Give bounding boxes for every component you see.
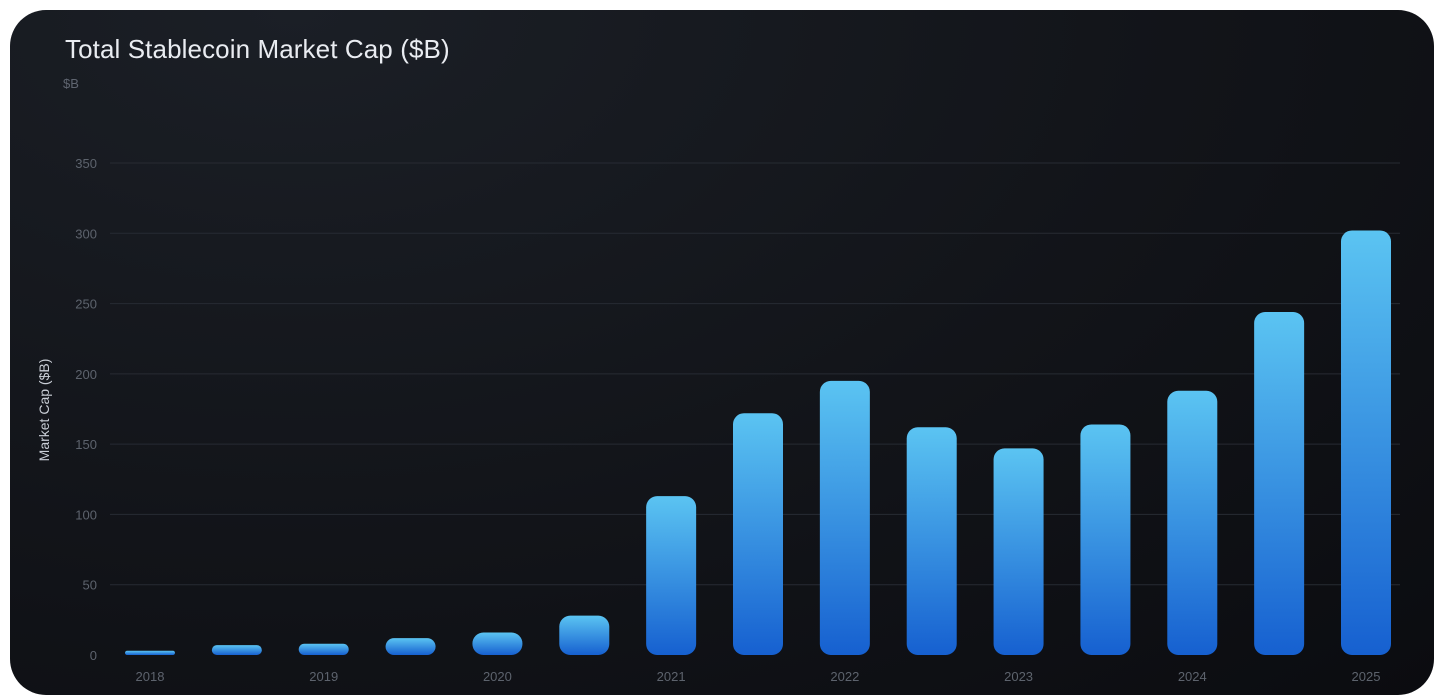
chart-title: Total Stablecoin Market Cap ($B) (65, 34, 450, 64)
bar (125, 650, 175, 655)
bar (646, 496, 697, 655)
bar (1341, 230, 1391, 655)
y-tick-label: 350 (75, 156, 97, 171)
y-tick-label: 300 (75, 226, 97, 241)
x-tick-label: 2022 (830, 669, 859, 684)
y-tick-label: 50 (83, 578, 97, 593)
bar (211, 645, 262, 655)
x-axis-ticks: 2018 2019 2020 2021 2022 2023 2024 2025 (136, 669, 1381, 684)
bars (125, 230, 1391, 655)
x-tick-label: 2024 (1178, 669, 1207, 684)
bar (906, 427, 957, 655)
bar (1254, 312, 1305, 655)
bar (559, 615, 610, 655)
bar (298, 643, 349, 655)
x-tick-label: 2021 (657, 669, 686, 684)
bar (733, 413, 783, 655)
unit-label: $B (63, 76, 79, 91)
x-tick-label: 2025 (1352, 669, 1381, 684)
bar (472, 632, 523, 655)
x-tick-label: 2019 (309, 669, 338, 684)
bar (1080, 424, 1131, 655)
y-tick-label: 150 (75, 437, 97, 452)
bar (385, 638, 436, 655)
x-tick-label: 2018 (136, 669, 165, 684)
chart-card: Total Stablecoin Market Cap ($B) $B (10, 10, 1434, 695)
y-tick-label: 200 (75, 367, 97, 382)
y-tick-label: 0 (90, 648, 97, 663)
bar (819, 380, 870, 655)
y-axis-label: Market Cap ($B) (36, 359, 52, 462)
y-tick-label: 250 (75, 297, 97, 312)
y-axis-ticks: 0 50 100 150 200 250 300 350 (75, 156, 97, 663)
x-tick-label: 2020 (483, 669, 512, 684)
x-tick-label: 2023 (1004, 669, 1033, 684)
bar (1167, 390, 1218, 655)
bar (993, 448, 1044, 655)
y-tick-label: 100 (75, 507, 97, 522)
